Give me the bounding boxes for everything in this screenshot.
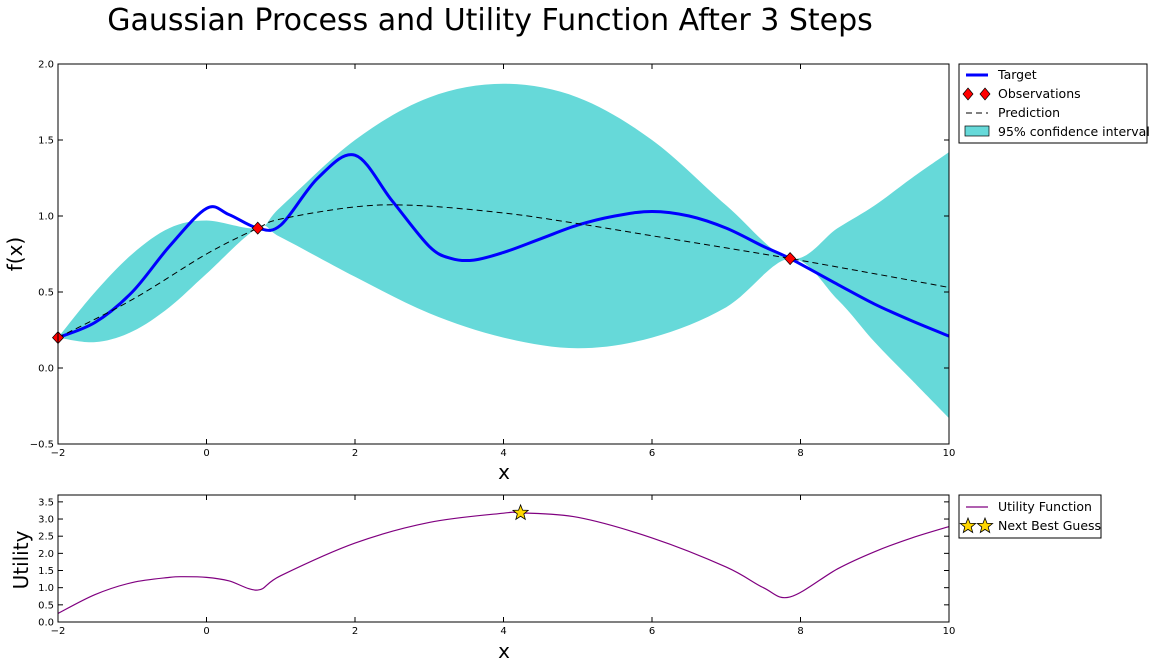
utility-x-tick-label: 2 <box>352 626 358 637</box>
gp-x-tick-label: −2 <box>51 448 66 459</box>
gp-lines <box>57 153 950 339</box>
gp-y-tick-label: 0.5 <box>38 288 54 299</box>
legend-prediction-label: Prediction <box>998 105 1060 120</box>
gp-x-ticks: −2 0 2 4 6 8 10 <box>51 64 956 459</box>
gp-x-axis-label: x <box>498 460 510 484</box>
gp-x-tick-label: 0 <box>203 448 209 459</box>
utility-x-axis-label: x <box>498 639 510 663</box>
legend-observations-label: Observations <box>998 86 1081 101</box>
gp-prediction-line <box>57 204 950 339</box>
legend-observation-marker-2 <box>979 87 991 101</box>
utility-utility-function-line <box>57 511 950 614</box>
utility-x-tick-label: 8 <box>797 626 803 637</box>
gp-panel: −2 0 2 4 6 8 10 −0.5 0.0 0.5 1.0 1.5 2.0 x f(x) Tar… <box>3 60 1150 485</box>
gp-y-tick-label: 1.5 <box>38 136 54 147</box>
utility-legend: Utility Function Next Best Guess <box>958 494 1102 539</box>
utility-x-tick-label: −2 <box>51 626 66 637</box>
legend-next-guess-star-2 <box>976 516 994 534</box>
gp-y-tick-label: 0.0 <box>38 364 54 375</box>
utility-y-tick-label: 0.5 <box>38 600 54 611</box>
utility-x-ticks: −2 0 2 4 6 8 10 <box>51 495 956 637</box>
legend-utility-label: Utility Function <box>998 499 1092 514</box>
gp-y-tick-label: −0.5 <box>30 440 54 451</box>
observation-point-2 <box>251 221 264 235</box>
legend-next-guess-star-1 <box>959 516 977 534</box>
utility-y-tick-label: 2.0 <box>38 549 54 560</box>
next-guess-markers <box>511 503 530 521</box>
legend-observation-marker-1 <box>962 87 974 101</box>
gp-x-tick-label: 2 <box>352 448 358 459</box>
legend-target-label: Target <box>997 67 1037 82</box>
utility-y-tick-label: 2.5 <box>38 532 54 543</box>
legend-confidence-label: 95% confidence interval <box>998 124 1150 139</box>
utility-x-tick-label: 10 <box>943 626 956 637</box>
utility-x-tick-label: 0 <box>203 626 209 637</box>
utility-y-axis-label: Utility <box>9 530 33 589</box>
legend-confidence-swatch <box>964 125 990 137</box>
gp-x-tick-label: 8 <box>797 448 803 459</box>
gp-x-tick-label: 10 <box>943 448 956 459</box>
gp-legend-frame <box>958 63 1148 144</box>
gp-legend: Target Observations Prediction 95% confi… <box>958 63 1150 144</box>
gp-y-ticks: −0.5 0.0 0.5 1.0 1.5 2.0 <box>30 60 949 451</box>
observation-point-3 <box>784 252 797 266</box>
gp-y-axis-label: f(x) <box>3 237 27 271</box>
utility-y-tick-label: 3.5 <box>38 497 54 508</box>
utility-x-tick-label: 6 <box>649 626 655 637</box>
utility-y-tick-label: 3.0 <box>38 515 54 526</box>
gp-y-tick-label: 1.0 <box>38 212 54 223</box>
gp-x-tick-label: 4 <box>500 448 506 459</box>
gp-x-tick-label: 6 <box>649 448 655 459</box>
utility-y-tick-label: 1.0 <box>38 583 54 594</box>
utility-y-tick-label: 0.0 <box>38 618 54 629</box>
utility-x-tick-label: 4 <box>500 626 506 637</box>
utility-lines <box>57 511 950 614</box>
next-guess-star-point <box>511 503 530 521</box>
legend-next-guess-label: Next Best Guess <box>998 518 1101 533</box>
figure-title: Gaussian Process and Utility Function Af… <box>107 3 873 38</box>
gp-target-line <box>57 153 950 339</box>
utility-y-ticks: 0.0 0.5 1.0 1.5 2.0 2.5 3.0 3.5 <box>38 497 949 629</box>
utility-y-tick-label: 1.5 <box>38 566 54 577</box>
gp-y-tick-label: 2.0 <box>38 60 54 71</box>
utility-panel: −2 0 2 4 6 8 10 0.0 0.5 1.0 1.5 2.0 2.5 3.0 3.5 x Uti… <box>9 494 1102 663</box>
utility-plot-frame <box>57 494 950 623</box>
